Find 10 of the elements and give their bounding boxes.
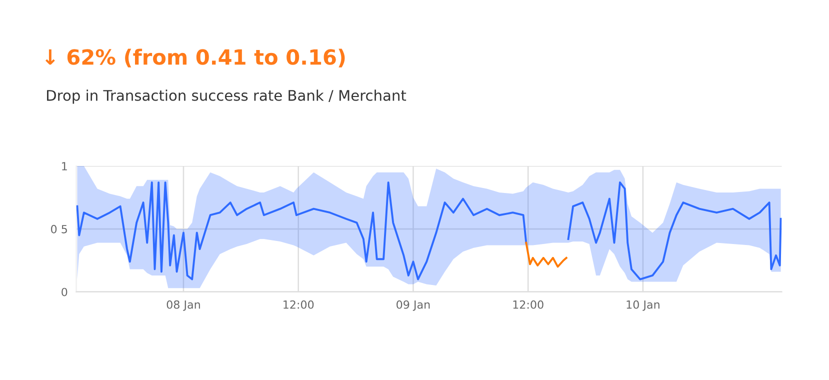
y-tick-label: 0 <box>62 288 68 296</box>
x-tick-label: 09 Jan <box>396 300 430 311</box>
x-tick-label: 12:00 <box>513 300 544 309</box>
y-tick-label: 1 <box>62 162 67 170</box>
x-tick-label: 12:00 <box>284 300 314 309</box>
chart-subtitle: Drop in Transaction success rate Bank / Merchant <box>47 90 406 104</box>
x-tick-label: 10 Jan <box>626 300 660 311</box>
y-tick-label: 0 5 <box>50 224 67 234</box>
x-tick-label: 08 Jan <box>166 300 200 311</box>
chart-title: ↓ 62% (from 0.41 to 0.16) <box>45 48 345 68</box>
